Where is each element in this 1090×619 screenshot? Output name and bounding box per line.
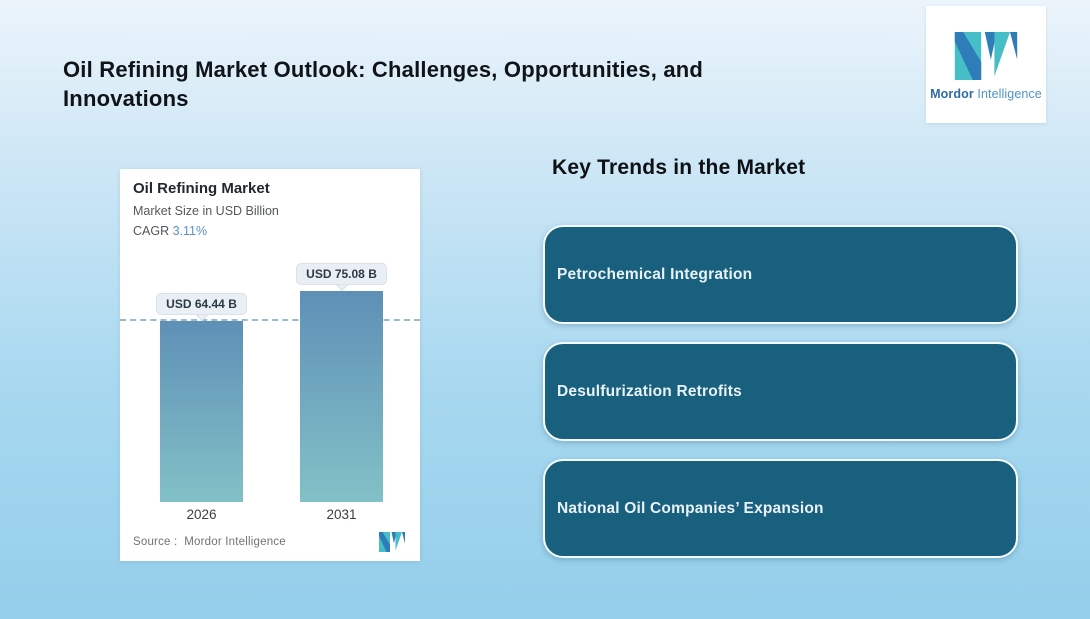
chart-header: Oil Refining Market Market Size in USD B… (133, 180, 407, 238)
x-axis-label-2026: 2026 (186, 507, 217, 522)
chart-subtitle: Market Size in USD Billion (133, 204, 279, 218)
source-label: Source : (133, 536, 178, 548)
trend-card-desulfurization-retrofits: Desulfurization Retrofits (543, 342, 1018, 441)
chart-source: Source : Mordor Intelligence (133, 536, 286, 548)
trend-label: Desulfurization Retrofits (557, 382, 742, 400)
bar-value-callout: USD 64.44 B (156, 293, 247, 315)
chart-title: Oil Refining Market (133, 180, 270, 197)
cagr-label: CAGR (133, 224, 170, 238)
bar-value-callout: USD 75.08 B (296, 263, 387, 285)
bar-2031 (300, 291, 383, 502)
mordor-logo-icon (954, 32, 1018, 80)
reference-dashed-line (120, 319, 420, 321)
trend-card-petrochemical-integration: Petrochemical Integration (543, 225, 1018, 324)
brand-name-bold: Mordor (930, 87, 974, 101)
cagr-value: 3.11% (172, 224, 208, 238)
trends-heading: Key Trends in the Market (552, 156, 806, 179)
bar-group-2031: USD 75.08 B (296, 263, 387, 502)
bar-chart-plot: USD 64.44 B USD 75.08 B (120, 169, 420, 502)
x-axis-label-2031: 2031 (326, 507, 357, 522)
source-value: Mordor Intelligence (184, 536, 286, 548)
chart-cagr: CAGR 3.11% (133, 224, 407, 238)
bar-2026 (160, 321, 243, 502)
bar-group-2026: USD 64.44 B (156, 293, 247, 502)
brand-logo: Mordor Intelligence (926, 6, 1046, 123)
chart-footer: Source : Mordor Intelligence (133, 532, 407, 552)
market-chart-card: Oil Refining Market Market Size in USD B… (120, 169, 420, 561)
trend-label: National Oil Companies’ Expansion (557, 499, 824, 517)
mordor-logo-small-icon (379, 532, 405, 552)
brand-name: Mordor Intelligence (930, 87, 1042, 101)
page-title: Oil Refining Market Outlook: Challenges,… (63, 57, 704, 111)
trend-label: Petrochemical Integration (557, 265, 753, 283)
trend-card-national-oil-companies-expansion: National Oil Companies’ Expansion (543, 459, 1018, 558)
brand-name-light: Intelligence (977, 87, 1042, 101)
